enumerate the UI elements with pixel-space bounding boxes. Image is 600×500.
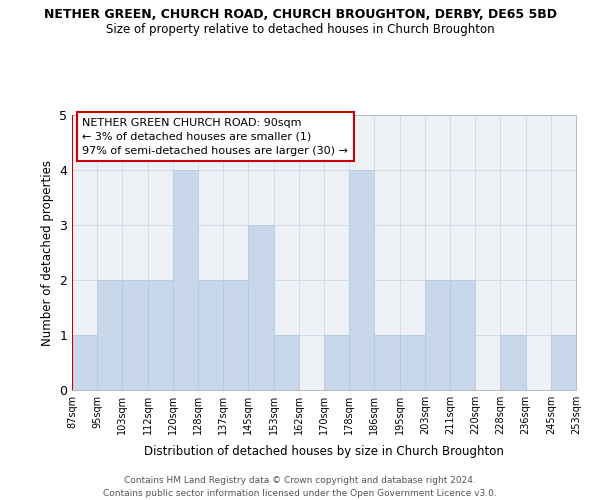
Y-axis label: Number of detached properties: Number of detached properties: [41, 160, 53, 346]
Bar: [223, 280, 248, 390]
Bar: [198, 280, 223, 390]
Bar: [274, 335, 299, 390]
Text: Contains HM Land Registry data © Crown copyright and database right 2024.
Contai: Contains HM Land Registry data © Crown c…: [103, 476, 497, 498]
Bar: [324, 335, 349, 390]
Bar: [500, 335, 526, 390]
Bar: [122, 280, 148, 390]
Bar: [425, 280, 450, 390]
Bar: [551, 335, 576, 390]
Bar: [248, 225, 274, 390]
Bar: [349, 170, 374, 390]
Text: NETHER GREEN, CHURCH ROAD, CHURCH BROUGHTON, DERBY, DE65 5BD: NETHER GREEN, CHURCH ROAD, CHURCH BROUGH…: [44, 8, 557, 20]
Bar: [374, 335, 400, 390]
X-axis label: Distribution of detached houses by size in Church Broughton: Distribution of detached houses by size …: [144, 446, 504, 458]
Bar: [148, 280, 173, 390]
Text: NETHER GREEN CHURCH ROAD: 90sqm
← 3% of detached houses are smaller (1)
97% of s: NETHER GREEN CHURCH ROAD: 90sqm ← 3% of …: [82, 118, 348, 156]
Bar: [97, 280, 122, 390]
Bar: [450, 280, 475, 390]
Text: Size of property relative to detached houses in Church Broughton: Size of property relative to detached ho…: [106, 22, 494, 36]
Bar: [400, 335, 425, 390]
Bar: [72, 335, 97, 390]
Bar: [173, 170, 198, 390]
